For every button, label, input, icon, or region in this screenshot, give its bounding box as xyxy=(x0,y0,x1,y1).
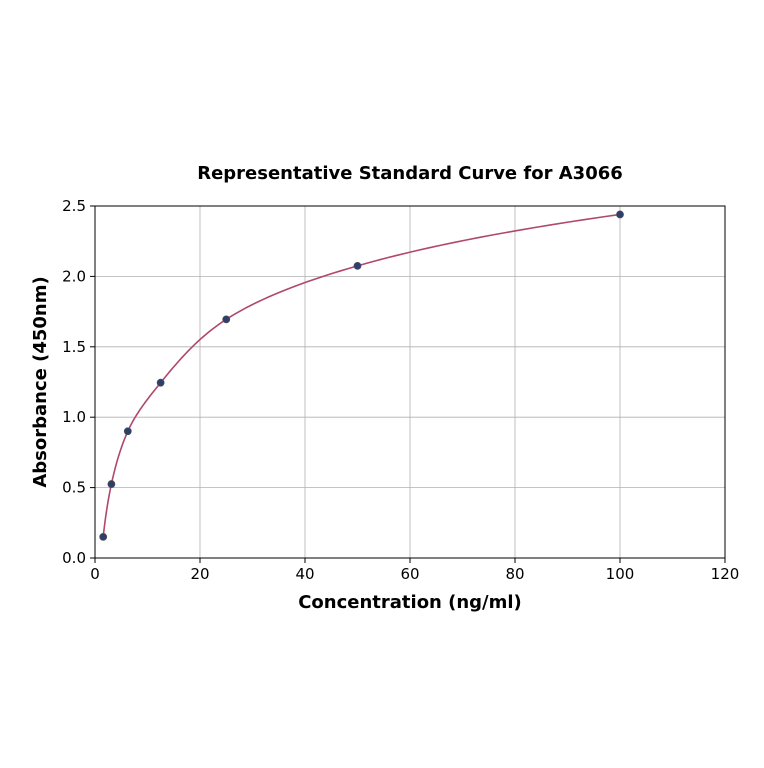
data-point xyxy=(222,315,231,324)
data-point xyxy=(107,480,116,488)
y-axis-label: Absorbance (450nm) xyxy=(30,276,51,487)
y-tick-label: 0.5 xyxy=(62,479,86,497)
grid xyxy=(94,205,726,559)
x-tick-label: 40 xyxy=(295,565,314,583)
x-tick-label: 60 xyxy=(400,565,419,583)
data-points xyxy=(99,210,624,541)
x-tick-label: 20 xyxy=(190,565,209,583)
x-axis-ticks: 0 20 40 60 80 100 120 xyxy=(90,558,739,583)
data-point xyxy=(353,261,362,270)
data-point xyxy=(156,378,165,387)
data-point xyxy=(123,427,132,436)
data-point xyxy=(99,532,108,541)
x-tick-label: 120 xyxy=(711,565,740,583)
y-tick-label: 2.0 xyxy=(62,267,86,285)
y-tick-label: 0.0 xyxy=(62,549,86,567)
data-point xyxy=(616,210,624,219)
x-tick-label: 0 xyxy=(90,565,100,583)
y-axis-ticks: 0.0 0.5 1.0 1.5 2.0 2.5 xyxy=(62,197,95,567)
fit-curve xyxy=(102,213,621,537)
x-tick-label: 100 xyxy=(606,565,635,583)
x-tick-label: 80 xyxy=(505,565,524,583)
y-tick-label: 2.5 xyxy=(62,197,86,215)
x-axis-label: Concentration (ng/ml) xyxy=(298,592,522,613)
y-tick-label: 1.5 xyxy=(62,338,86,356)
y-tick-label: 1.0 xyxy=(62,408,86,426)
chart-title: Representative Standard Curve for A3066 xyxy=(197,163,623,184)
